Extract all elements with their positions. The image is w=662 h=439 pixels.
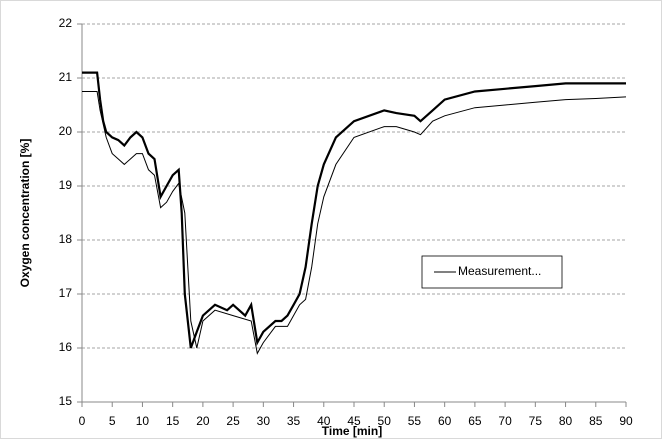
y-tick-label: 15 <box>59 394 73 408</box>
data-line <box>82 91 627 355</box>
y-axis-title: Oxygen concentration [%] <box>18 139 32 288</box>
x-tick-label: 65 <box>468 414 482 428</box>
x-tick-label: 55 <box>408 414 422 428</box>
x-tick-label: 50 <box>378 414 392 428</box>
data-line <box>82 71 626 349</box>
x-tick-label: 60 <box>438 414 452 428</box>
x-tick-label: 80 <box>559 414 573 428</box>
x-tick-label: 25 <box>226 414 240 428</box>
y-tick-label: 18 <box>59 232 73 246</box>
x-tick-label: 20 <box>196 414 210 428</box>
x-tick-label: 10 <box>136 414 150 428</box>
x-tick-label: 5 <box>109 414 116 428</box>
y-tick-label: 22 <box>59 16 73 30</box>
y-tick-label: 19 <box>59 178 73 192</box>
x-tick-label: 85 <box>589 414 603 428</box>
x-tick-label: 30 <box>257 414 271 428</box>
legend-label: Measurement... <box>458 264 541 278</box>
y-tick-label: 16 <box>59 340 73 354</box>
x-axis-title: Time [min] <box>322 424 382 438</box>
x-tick-label: 0 <box>79 414 86 428</box>
x-tick-label: 40 <box>317 414 331 428</box>
y-tick-label: 20 <box>59 124 73 138</box>
y-tick-label: 21 <box>59 70 73 84</box>
x-tick-label: 15 <box>166 414 180 428</box>
x-tick-label: 35 <box>287 414 301 428</box>
x-tick-label: 75 <box>529 414 543 428</box>
x-tick-label: 70 <box>498 414 512 428</box>
x-tick-label: 90 <box>619 414 633 428</box>
x-tick-label: 45 <box>347 414 361 428</box>
y-tick-label: 17 <box>59 286 73 300</box>
